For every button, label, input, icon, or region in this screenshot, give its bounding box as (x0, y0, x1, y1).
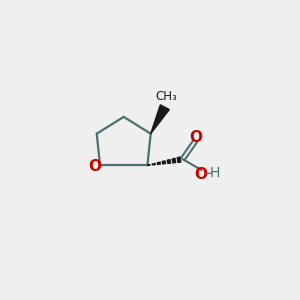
Text: CH₃: CH₃ (155, 90, 177, 103)
Polygon shape (151, 105, 169, 134)
Text: O: O (194, 167, 207, 182)
Text: O: O (189, 130, 202, 145)
Polygon shape (162, 161, 166, 164)
Polygon shape (172, 158, 176, 163)
Text: H: H (209, 166, 220, 180)
Polygon shape (152, 164, 155, 165)
Polygon shape (167, 160, 171, 164)
Text: O: O (88, 159, 101, 174)
Polygon shape (157, 162, 161, 164)
Polygon shape (177, 157, 181, 162)
